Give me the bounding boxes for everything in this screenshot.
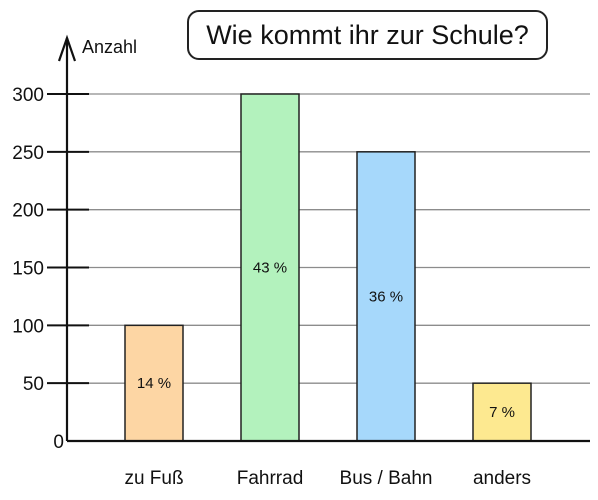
y-tick-label: 100 (12, 316, 44, 337)
bar-2 (356, 151, 416, 442)
y-axis-label: Anzahl (82, 37, 138, 57)
y-axis-arrow (57, 34, 77, 62)
y-tick-label: 150 (12, 259, 44, 280)
x-tick-label-2: Bus / Bahn (340, 468, 433, 489)
bar-label-0: 14 % (137, 375, 171, 392)
y-tick-label: 250 (12, 143, 44, 164)
y-tick-label: 0 (53, 432, 64, 453)
y-tick-label: 300 (12, 85, 44, 106)
bar-1 (240, 93, 300, 442)
y-tick-label: 50 (23, 374, 44, 395)
x-tick-label-0: zu Fuß (124, 468, 183, 489)
x-tick-label-3: anders (473, 468, 531, 489)
x-tick-label-1: Fahrrad (237, 468, 304, 489)
y-tick-label: 200 (12, 201, 44, 222)
chart-title: Wie kommt ihr zur Schule? (187, 10, 548, 60)
bar-label-2: 36 % (369, 288, 403, 305)
bar-label-1: 43 % (253, 260, 287, 277)
bar-label-3: 7 % (489, 404, 515, 421)
